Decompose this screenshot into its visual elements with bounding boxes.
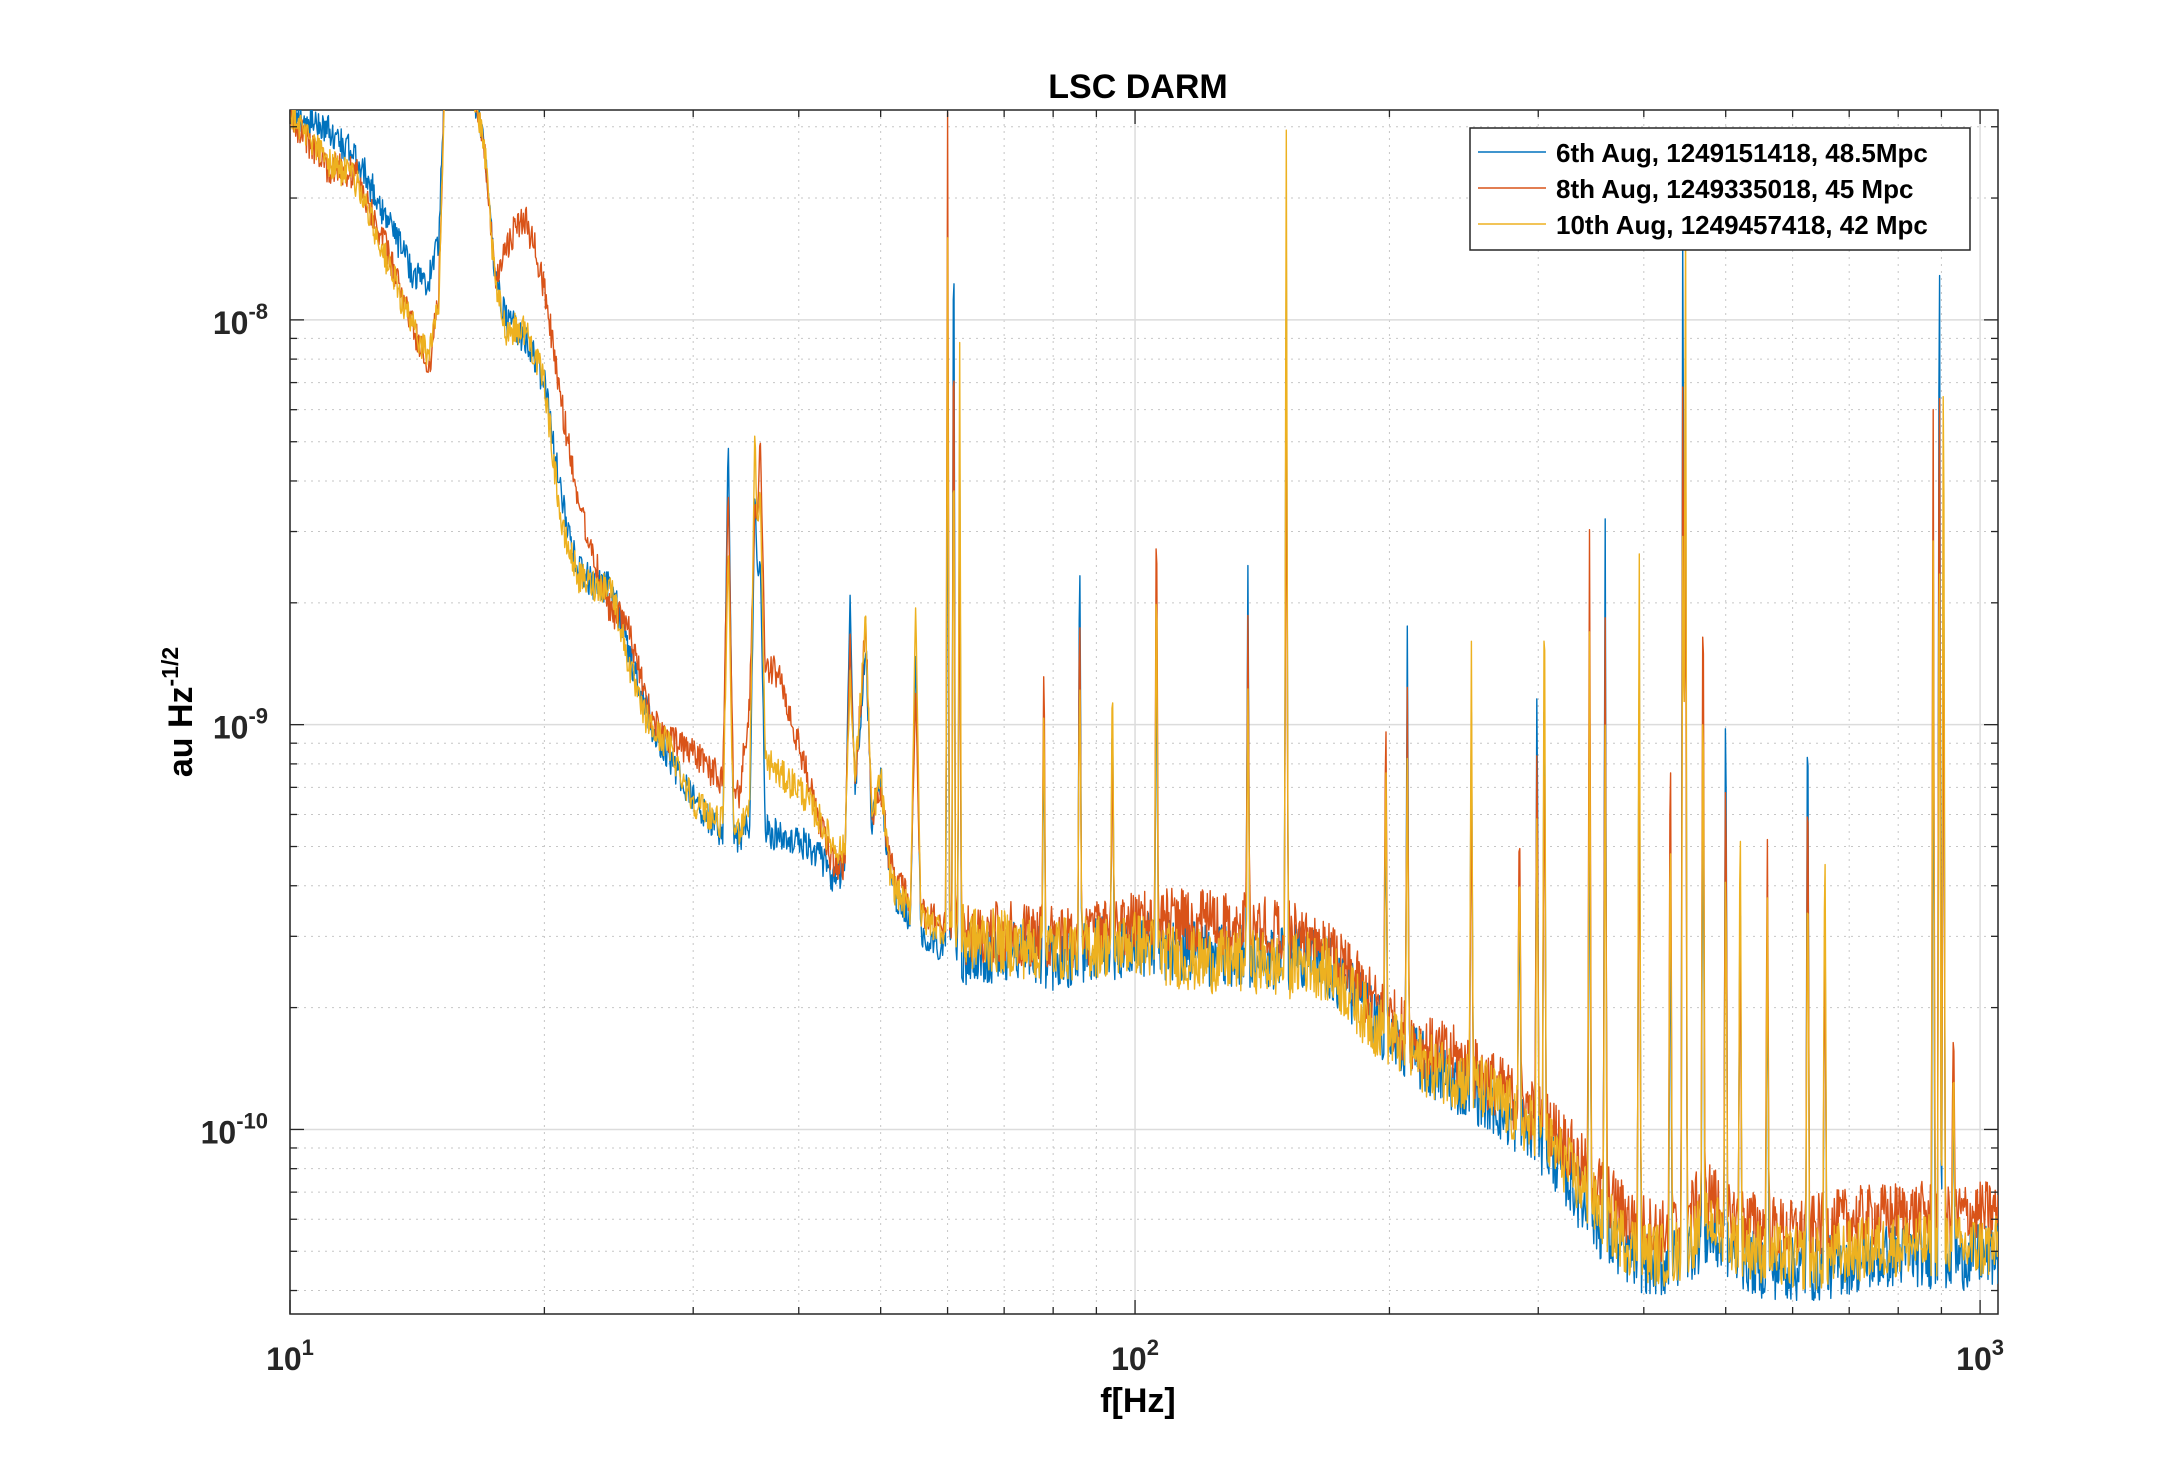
x-tick-label-base: 10 xyxy=(266,1341,302,1377)
y-tick-label: 10-10 xyxy=(201,1108,268,1150)
x-tick-label: 103 xyxy=(1956,1335,2004,1377)
x-tick-label: 102 xyxy=(1111,1335,1159,1377)
chart-title: LSC DARM xyxy=(1048,68,1227,106)
x-tick-label: 101 xyxy=(266,1335,314,1377)
grid xyxy=(289,110,1998,1314)
x-tick-label-base: 10 xyxy=(1956,1341,1992,1377)
y-axis-label-exp: -1/2 xyxy=(157,647,183,687)
legend-label: 10th Aug, 1249457418, 42 Mpc xyxy=(1556,210,1928,240)
y-tick-label: 10-9 xyxy=(213,704,268,746)
y-axis-label: au Hz-1/2 xyxy=(157,647,200,777)
y-tick-label-base: 10 xyxy=(213,305,249,341)
y-tick-label-exp: -8 xyxy=(248,299,268,324)
series-line xyxy=(290,110,1998,1290)
plot-area xyxy=(289,109,1999,1315)
y-tick-label-exp: -10 xyxy=(236,1108,268,1133)
y-tick-label: 10-8 xyxy=(213,299,268,341)
y-tick-label-base: 10 xyxy=(213,710,249,746)
legend-label: 6th Aug, 1249151418, 48.5Mpc xyxy=(1556,138,1928,168)
legend: 6th Aug, 1249151418, 48.5Mpc 8th Aug, 124… xyxy=(1469,127,1971,251)
x-tick-label-exp: 1 xyxy=(302,1335,314,1360)
legend-box xyxy=(1469,127,1971,251)
y-tick-label-exp: -9 xyxy=(248,704,268,729)
x-tick-label-base: 10 xyxy=(1111,1341,1147,1377)
series-group xyxy=(290,110,1998,1301)
y-tick-label-base: 10 xyxy=(201,1114,237,1150)
legend-label: 8th Aug, 1249335018, 45 Mpc xyxy=(1556,174,1913,204)
y-axis-label-main: au Hz xyxy=(162,686,200,777)
x-axis-label: f[Hz] xyxy=(1100,1382,1176,1420)
x-tick-label-exp: 3 xyxy=(1992,1335,2004,1360)
x-tick-label-exp: 2 xyxy=(1147,1335,1159,1360)
